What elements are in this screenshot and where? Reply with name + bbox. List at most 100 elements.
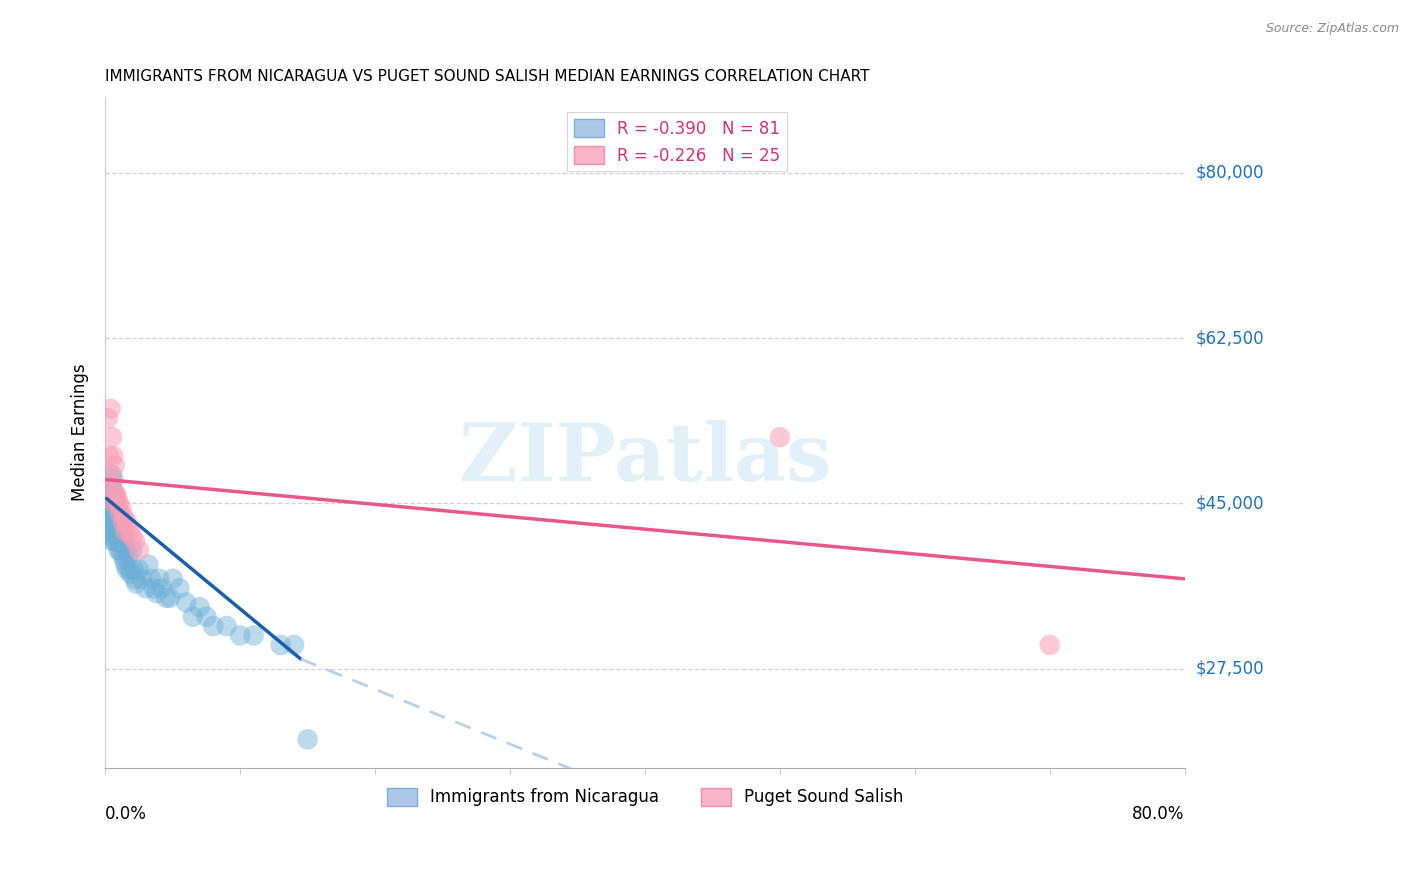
Point	[103, 449, 125, 463]
Point	[97, 411, 120, 425]
Point	[104, 534, 127, 549]
Point	[107, 506, 129, 520]
Point	[108, 524, 131, 539]
Point	[105, 501, 128, 516]
Point	[1039, 638, 1062, 652]
Point	[101, 477, 124, 491]
Point	[117, 548, 139, 562]
Point	[125, 576, 148, 591]
Point	[98, 524, 121, 539]
Point	[101, 430, 124, 444]
Text: $80,000: $80,000	[1197, 164, 1264, 182]
Point	[105, 520, 128, 534]
Point	[110, 524, 132, 539]
Point	[112, 510, 135, 524]
Point	[100, 506, 122, 520]
Point	[128, 543, 150, 558]
Point	[100, 496, 122, 510]
Point	[111, 515, 134, 529]
Point	[101, 487, 124, 501]
Point	[97, 524, 120, 539]
Point	[148, 572, 170, 586]
Point	[101, 515, 124, 529]
Point	[121, 543, 143, 558]
Point	[97, 515, 120, 529]
Point	[100, 401, 122, 416]
Point	[98, 501, 121, 516]
Text: ZIPatlas: ZIPatlas	[458, 420, 831, 499]
Text: $45,000: $45,000	[1197, 494, 1264, 512]
Point	[159, 591, 181, 605]
Point	[101, 506, 124, 520]
Point	[104, 515, 127, 529]
Point	[118, 524, 141, 539]
Point	[103, 487, 125, 501]
Point	[110, 539, 132, 553]
Point	[145, 586, 167, 600]
Point	[107, 496, 129, 510]
Point	[215, 619, 238, 633]
Point	[115, 515, 138, 529]
Point	[97, 491, 120, 506]
Point	[101, 467, 124, 482]
Point	[769, 430, 792, 444]
Point	[98, 449, 121, 463]
Point	[188, 600, 211, 615]
Point	[105, 487, 128, 501]
Point	[142, 581, 165, 595]
Point	[138, 558, 160, 572]
Point	[100, 524, 122, 539]
Point	[111, 529, 134, 543]
Text: 80.0%: 80.0%	[1132, 805, 1185, 822]
Point	[105, 529, 128, 543]
Point	[150, 581, 173, 595]
Point	[101, 534, 124, 549]
Point	[131, 572, 153, 586]
Point	[100, 467, 122, 482]
Point	[124, 572, 146, 586]
Point	[181, 609, 204, 624]
Point	[104, 496, 127, 510]
Point	[114, 558, 136, 572]
Point	[120, 567, 142, 582]
Point	[115, 562, 138, 576]
Point	[105, 491, 128, 506]
Legend: Immigrants from Nicaragua, Puget Sound Salish: Immigrants from Nicaragua, Puget Sound S…	[380, 781, 910, 813]
Point	[98, 510, 121, 524]
Point	[107, 543, 129, 558]
Text: $62,500: $62,500	[1197, 329, 1264, 347]
Point	[297, 732, 319, 747]
Point	[202, 619, 225, 633]
Point	[105, 506, 128, 520]
Point	[110, 501, 132, 516]
Point	[195, 609, 218, 624]
Point	[111, 548, 134, 562]
Text: Source: ZipAtlas.com: Source: ZipAtlas.com	[1265, 22, 1399, 36]
Point	[103, 529, 125, 543]
Point	[108, 543, 131, 558]
Point	[105, 534, 128, 549]
Point	[112, 534, 135, 549]
Point	[128, 562, 150, 576]
Point	[107, 515, 129, 529]
Point	[115, 543, 138, 558]
Point	[139, 572, 162, 586]
Point	[108, 515, 131, 529]
Point	[155, 591, 177, 605]
Point	[114, 539, 136, 553]
Point	[96, 506, 118, 520]
Point	[98, 487, 121, 501]
Point	[103, 473, 125, 487]
Point	[103, 515, 125, 529]
Point	[124, 534, 146, 549]
Point	[283, 638, 305, 652]
Point	[104, 458, 127, 473]
Point	[103, 487, 125, 501]
Point	[107, 529, 129, 543]
Point	[104, 487, 127, 501]
Point	[118, 562, 141, 576]
Point	[108, 506, 131, 520]
Point	[105, 515, 128, 529]
Text: IMMIGRANTS FROM NICARAGUA VS PUGET SOUND SALISH MEDIAN EARNINGS CORRELATION CHAR: IMMIGRANTS FROM NICARAGUA VS PUGET SOUND…	[105, 69, 870, 84]
Point	[114, 524, 136, 539]
